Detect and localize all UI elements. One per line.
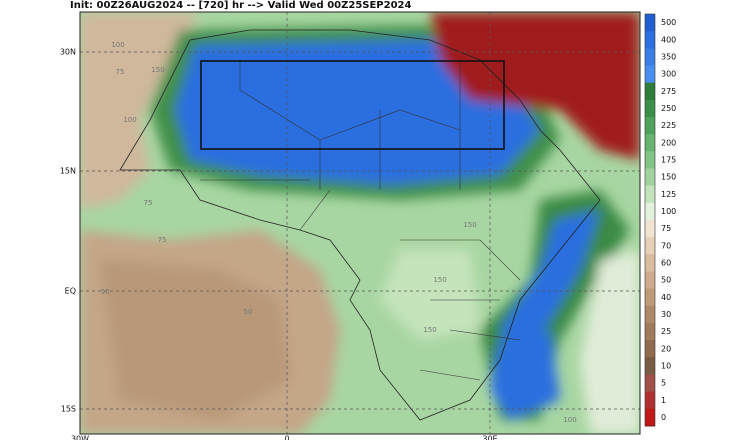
colorbar-swatch — [645, 65, 655, 84]
colorbar-label: 500 — [661, 18, 676, 27]
colorbar-swatch — [645, 357, 655, 375]
colorbar-swatch — [645, 408, 655, 427]
colorbar-swatch — [645, 254, 655, 272]
latitude-label: 30N — [60, 48, 76, 57]
colorbar-swatch — [645, 202, 655, 221]
colorbar-swatch — [645, 82, 655, 101]
colorbar-swatch — [645, 340, 655, 358]
colorbar-swatch — [645, 220, 655, 238]
contour-label: 100 — [123, 116, 136, 124]
contour-label: 150 — [151, 66, 164, 74]
colorbar-swatch — [645, 134, 655, 152]
colorbar-label: 1 — [661, 396, 666, 405]
colorbar-swatch — [645, 305, 655, 324]
colorbar-swatch — [645, 168, 655, 187]
colorbar-label: 400 — [661, 35, 676, 44]
longitude-label: 30E — [482, 435, 497, 440]
colorbar-swatch — [645, 31, 655, 49]
colorbar-swatch — [645, 391, 655, 410]
latitude-labels: 30N 15N EQ 15S — [60, 48, 76, 414]
contour-label: 150 — [463, 221, 476, 229]
colorbar-swatch — [645, 288, 655, 307]
colorbar-label: 70 — [661, 241, 671, 250]
longitude-label: 0 — [284, 435, 289, 440]
colorbar-label: 60 — [661, 258, 671, 267]
colorbar-label: 200 — [661, 138, 676, 147]
region-box — [200, 60, 505, 150]
contour-labels: 100 75 150 100 75 75 150 150 50 50 150 100 — [101, 41, 577, 424]
colorbar-swatch — [645, 374, 655, 393]
contour-label: 150 — [433, 276, 446, 284]
colorbar-label: 225 — [661, 121, 676, 130]
colorbar-swatch — [645, 117, 655, 135]
contour-label: 75 — [158, 236, 167, 244]
colorbar-label: 40 — [661, 293, 671, 302]
colorbar-swatch — [645, 323, 655, 341]
colorbar-label: 300 — [661, 70, 676, 79]
colorbar-frame — [644, 13, 656, 427]
contour-label: 75 — [144, 199, 153, 207]
contour-label: 50 — [244, 308, 253, 316]
colorbar-label: 125 — [661, 190, 676, 199]
colorbar-label: 175 — [661, 155, 676, 164]
colorbar-label: 30 — [661, 310, 671, 319]
colorbar-swatch — [645, 151, 655, 169]
colorbar-label: 50 — [661, 276, 671, 285]
colorbar-label: 0 — [661, 413, 666, 422]
contour-label: 100 — [563, 416, 576, 424]
contour-label: 100 — [111, 41, 124, 49]
contour-label: 150 — [423, 326, 436, 334]
map-title: Init: 00Z26AUG2024 -- [720] hr --> Valid… — [70, 0, 412, 11]
colorbar-label: 150 — [661, 173, 676, 182]
latitude-label: 15S — [61, 405, 76, 414]
colorbar: 5004003503002752502252001751501251007570… — [644, 13, 676, 427]
colorbar-label: 10 — [661, 361, 671, 370]
colorbar-swatch — [645, 14, 655, 32]
colorbar-label: 5 — [661, 379, 666, 388]
map-frame — [79, 11, 641, 435]
colorbar-label: 275 — [661, 87, 676, 96]
colorbar-label: 350 — [661, 52, 676, 61]
colorbar-label: 20 — [661, 344, 671, 353]
longitude-label: 30W — [71, 435, 89, 440]
latitude-label: EQ — [65, 287, 76, 296]
longitude-labels: 30W 0 30E — [71, 435, 498, 440]
colorbar-swatch — [645, 185, 655, 204]
colorbar-swatch — [645, 48, 655, 66]
colorbar-label: 250 — [661, 104, 676, 113]
colorbar-swatch — [645, 99, 655, 118]
contour-label: 50 — [101, 288, 110, 296]
colorbar-label: 75 — [661, 224, 671, 233]
latitude-label: 15N — [60, 167, 76, 176]
colorbar-swatch — [645, 237, 655, 255]
contour-label: 75 — [116, 68, 125, 76]
colorbar-label: 25 — [661, 327, 671, 336]
colorbar-swatch — [645, 271, 655, 290]
map-field — [80, 12, 640, 434]
colorbar-label: 100 — [661, 207, 676, 216]
